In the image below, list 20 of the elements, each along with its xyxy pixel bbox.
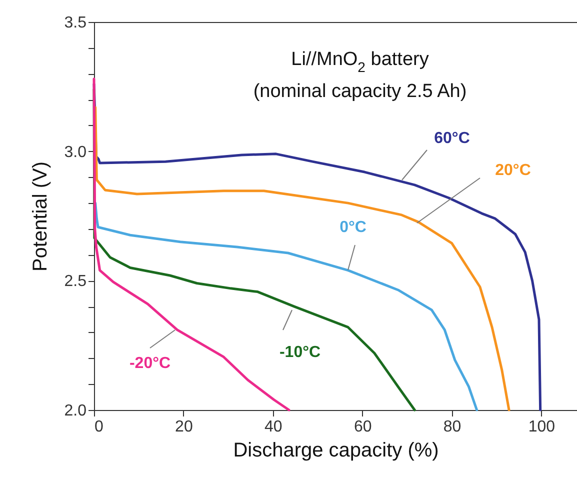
y-tick-label: 3.0 bbox=[64, 144, 87, 161]
x-tick-label: 60 bbox=[354, 418, 372, 436]
y-tick-label: 2.0 bbox=[64, 402, 87, 420]
x-tick-label: 0 bbox=[94, 418, 104, 436]
x-tick-label: 80 bbox=[443, 418, 462, 436]
annotation: (nominal capacity 2.5 Ah) bbox=[253, 81, 467, 102]
y-tick-label: 2.5 bbox=[64, 273, 87, 290]
series-label: 0°C bbox=[340, 219, 367, 236]
y-axis-title: Potential (V) bbox=[29, 161, 52, 272]
x-tick-label: 40 bbox=[264, 418, 282, 436]
line-series bbox=[94, 202, 478, 412]
series-label: -20°C bbox=[129, 355, 171, 372]
y-tick-label: 3.5 bbox=[64, 14, 87, 32]
x-tick-label: 100 bbox=[528, 418, 556, 436]
annotation: Li//MnO$_{2}$ battery bbox=[291, 49, 430, 75]
series-label: -10°C bbox=[279, 344, 321, 361]
text: 20°C bbox=[495, 162, 532, 179]
x-tick-label: 20 bbox=[175, 418, 193, 436]
text: 60°C bbox=[434, 130, 470, 147]
x-axis-title: Discharge capacity (%) bbox=[233, 440, 439, 462]
